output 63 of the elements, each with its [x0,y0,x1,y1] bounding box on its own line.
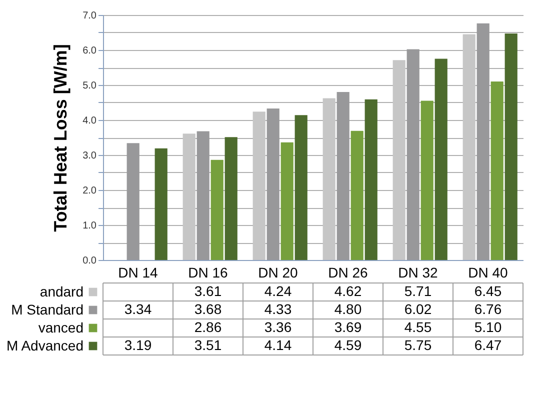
legend-label: vanced [38,320,84,336]
data-label: 6.02 [404,301,432,317]
bar [126,143,140,260]
bar [504,34,518,260]
y-tick-label: 0.0 [82,256,97,266]
bar [420,100,434,260]
bar [182,134,196,260]
data-label: 2.86 [194,319,222,335]
x-tick-label: DN 20 [258,264,298,280]
legend-label: M Standard [11,302,84,318]
bar [154,148,168,260]
data-label: 5.10 [474,319,502,335]
data-label: 4.62 [334,283,362,299]
data-label: 3.36 [264,319,292,335]
bar [476,23,490,260]
data-label: 4.59 [334,337,362,353]
data-label: 5.75 [404,337,432,353]
y-tick-label: 7.0 [82,10,97,22]
bar [280,142,294,260]
bar [210,160,224,260]
bar [266,108,280,260]
bar [350,130,364,260]
bar [224,137,238,260]
bar [406,49,420,260]
bar [196,131,210,260]
data-label: 6.45 [474,283,502,299]
bar [322,98,336,260]
y-tick-label: 5.0 [82,80,97,92]
x-tick-label: DN 26 [328,264,368,280]
legend-label: andard [40,284,84,300]
data-label: 4.55 [404,319,432,335]
x-tick-label: DN 16 [188,264,228,280]
data-label: 4.80 [334,301,362,317]
data-label: 5.71 [404,283,432,299]
x-tick-label: DN 32 [398,264,438,280]
data-label: 4.33 [264,301,292,317]
bar [392,60,406,260]
y-tick-label: 2.0 [82,186,97,196]
bar [462,34,476,260]
y-tick-label: 6.0 [82,46,97,56]
data-label: 3.69 [334,319,362,335]
x-tick-label: DN 40 [468,264,508,280]
bar [336,92,350,260]
bar [434,58,448,260]
x-tick-label: DN 14 [118,264,158,280]
bar [252,112,266,260]
bar [294,115,308,260]
data-label: 6.47 [474,337,502,353]
data-label: 3.19 [124,337,152,353]
legend-label: M Advanced [6,338,84,354]
y-tick-label: 3.0 [82,150,97,162]
data-label: 3.61 [194,283,222,299]
y-tick-label: 4.0 [82,116,97,126]
y-axis-title: Total Heat Loss [W/m] [50,44,71,232]
y-tick-label: 1.0 [82,220,97,232]
bar [364,99,378,260]
data-label: 4.24 [264,283,292,299]
bar [490,82,504,260]
data-label: 3.68 [194,301,222,317]
data-label: 6.76 [474,301,502,317]
data-label: 3.34 [124,301,152,317]
data-label: 3.51 [194,337,222,353]
data-label: 4.14 [264,337,292,353]
